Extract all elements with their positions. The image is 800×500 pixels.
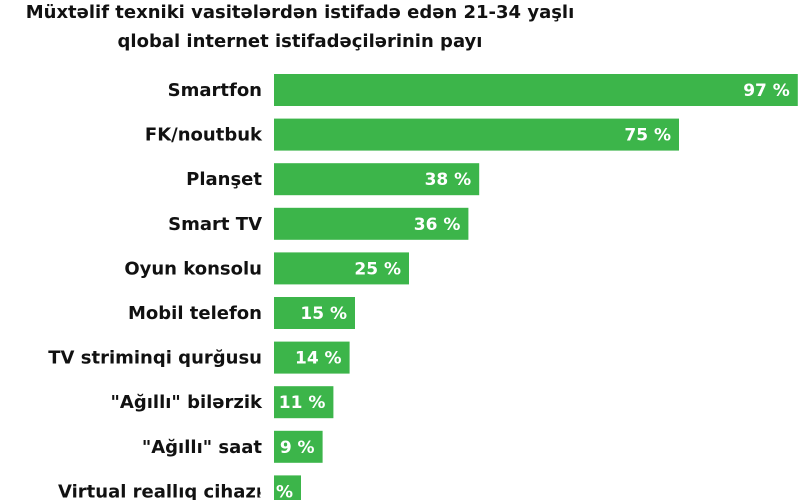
- category-label-6: TV striminqi qurğusu: [48, 348, 262, 369]
- value-label-1: 75 %: [624, 126, 671, 146]
- category-label-5: Mobil telefon: [128, 303, 262, 324]
- bar-8: [274, 430, 323, 463]
- bar-9: [274, 475, 301, 500]
- value-label-9: 5 %: [258, 482, 293, 500]
- bar-2: [274, 163, 480, 196]
- value-label-7: 11 %: [279, 393, 326, 413]
- category-label-4: Oyun konsolu: [124, 258, 262, 279]
- category-label-0: Smartfon: [168, 80, 262, 101]
- bar-5: [274, 297, 355, 329]
- category-label-3: Smart TV: [168, 214, 262, 235]
- bar-7: [274, 386, 334, 419]
- value-label-4: 25 %: [354, 259, 401, 279]
- value-label-2: 38 %: [425, 170, 472, 190]
- bar-0: [274, 74, 798, 106]
- category-label-1: FK/noutbuk: [145, 125, 263, 146]
- category-label-7: "Ağıllı" bilərzik: [111, 392, 263, 413]
- bar-4: [274, 252, 409, 285]
- bar-1: [274, 118, 679, 151]
- category-label-9: Virtual reallıq cihazı: [58, 481, 262, 500]
- category-label-8: "Ağıllı" saat: [142, 437, 263, 458]
- chart-title-line-1: Müxtəlif texniki vasitələrdən istifadə e…: [25, 2, 575, 23]
- category-label-2: Planşet: [186, 169, 262, 190]
- value-label-0: 97 %: [743, 81, 790, 101]
- value-label-5: 15 %: [300, 304, 347, 324]
- bar-6: [274, 341, 350, 374]
- value-label-6: 14 %: [295, 349, 342, 369]
- value-label-8: 9 %: [280, 438, 315, 458]
- bar-3: [274, 207, 469, 240]
- chart-title-line-2: qlobal internet istifadəçilərinin payı: [117, 31, 483, 52]
- value-label-3: 36 %: [414, 215, 461, 235]
